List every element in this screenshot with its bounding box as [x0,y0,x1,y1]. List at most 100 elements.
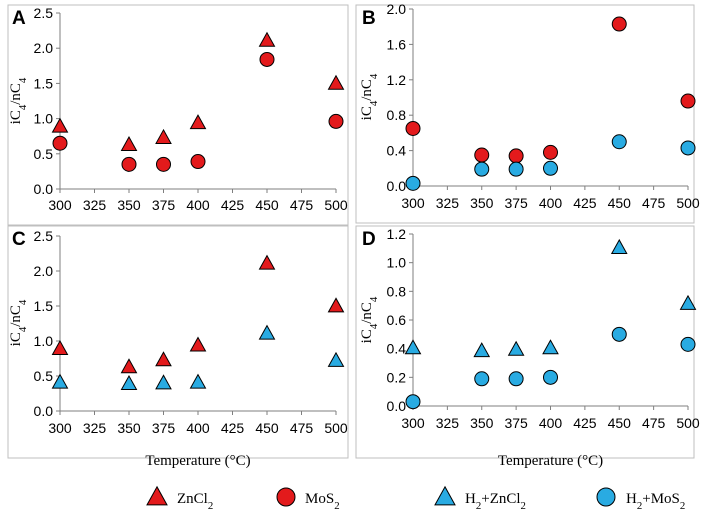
y-tick-label: 0.0 [387,178,407,194]
chart-panel-d: D 0.0 0.2 0.4 0.6 0.8 1.0 1.2 300 325 350 375 400 425… [355,225,700,469]
data-point-triangle [327,74,345,90]
y-tick-label: 2.0 [34,263,54,279]
y-axis-title: iC4/nC4 [8,299,29,346]
x-tick-label: 300 [48,197,72,213]
y-tick-label: 0.0 [34,181,54,197]
data-point-triangle [155,128,172,144]
series-mos2 [405,16,696,164]
x-tick-label: 350 [117,420,141,436]
x-tick-label: 425 [573,195,597,211]
x-tick-label: 500 [324,197,348,213]
data-point-circle [405,394,421,410]
legend-label: ZnCl2 [177,491,213,512]
data-point-circle [508,161,524,177]
data-point-triangle [327,351,345,367]
x-tick-label: 325 [436,415,460,431]
y-tick-label: 0.8 [387,107,407,123]
data-point-triangle [51,340,69,356]
data-point-circle [543,369,558,385]
y-axis-title: iC4/nC4 [359,73,380,120]
x-tick-label: 375 [152,420,176,436]
data-point-triangle [542,339,559,355]
data-point-circle [474,147,490,163]
data-point-triangle [189,373,207,389]
x-tick-label: 400 [186,420,210,436]
data-point-circle [508,371,524,387]
panel-label: C [12,229,26,250]
legend-marker-triangle [146,485,168,506]
data-point-circle [156,156,171,172]
x-tick-label: 475 [642,415,666,431]
x-tick-label: 500 [324,420,348,436]
x-tick-label: 450 [255,420,279,436]
y-tick-label: 2.5 [34,228,54,244]
data-point-triangle [327,297,345,313]
y-tick-label: 0.4 [387,143,407,159]
legend-label: H2+MoS2 [626,491,685,512]
y-tick-label: 0.8 [387,283,407,299]
x-tick-label: 325 [83,197,107,213]
x-axis-title: Temperature (°C) [145,453,250,469]
data-point-triangle [258,254,276,270]
y-tick-label: 0.5 [34,368,54,384]
data-point-circle [190,154,206,170]
legend-label: H2+ZnCl2 [465,491,526,512]
data-point-circle [405,175,421,191]
data-point-triangle [189,114,207,130]
panel-frame [7,4,349,226]
x-tick-label: 400 [539,195,563,211]
y-tick-label: 1.2 [387,226,407,242]
y-tick-label: 0.4 [387,341,407,357]
chart-panel-c: C 0.0 0.5 1.0 1.5 2.0 2.5 300 325 350 375 400 425 450… [7,225,349,469]
legend-marker-circle [596,487,616,507]
series-h2-zncl2 [51,324,345,391]
data-point-circle [543,144,558,160]
data-point-circle [259,51,275,67]
x-tick-label: 450 [608,415,632,431]
legend-label: MoS2 [305,491,340,512]
data-point-triangle [120,358,138,374]
x-tick-label: 400 [186,197,210,213]
x-tick-label: 350 [470,195,494,211]
data-point-triangle [404,339,422,355]
x-tick-label: 375 [152,197,176,213]
data-point-circle [543,160,558,176]
x-tick-label: 325 [436,195,460,211]
series-h2-mos2 [405,326,696,410]
data-point-circle [474,161,490,177]
y-axis-title: iC4/nC4 [8,77,29,124]
panel-label: D [362,229,376,250]
x-tick-label: 475 [290,197,314,213]
data-point-triangle [610,238,628,254]
data-point-circle [328,113,344,129]
x-tick-label: 425 [573,415,597,431]
panel-label: A [12,8,26,29]
data-point-triangle [155,374,172,390]
legend-item: H2+ZnCl2 [434,485,526,512]
legend-item: MoS2 [276,487,340,512]
data-point-triangle [473,342,491,358]
y-tick-label: 1.2 [387,72,407,88]
data-point-triangle [258,324,276,340]
data-point-triangle [189,336,207,352]
y-axis-title: iC4/nC4 [359,296,380,343]
y-tick-label: 1.0 [34,333,54,349]
y-tick-label: 2.0 [387,1,407,17]
x-tick-label: 300 [401,195,425,211]
data-point-circle [474,371,490,387]
x-tick-label: 450 [608,195,632,211]
x-tick-label: 350 [117,197,141,213]
data-point-triangle [155,351,172,367]
panel-label: B [362,8,376,29]
y-tick-label: 0.0 [34,403,54,419]
data-point-circle [611,326,627,342]
data-point-triangle [51,373,69,389]
data-point-circle [680,93,696,109]
data-point-triangle [679,294,697,310]
data-point-circle [52,135,68,151]
chart-panel-b: B 0.0 0.4 0.8 1.2 1.6 2.0 300 325 350 375 400 425 450… [355,1,700,224]
y-tick-label: 1.0 [387,255,407,271]
data-point-triangle [258,31,276,47]
x-tick-label: 475 [642,195,666,211]
legend-marker-triangle [434,485,456,506]
